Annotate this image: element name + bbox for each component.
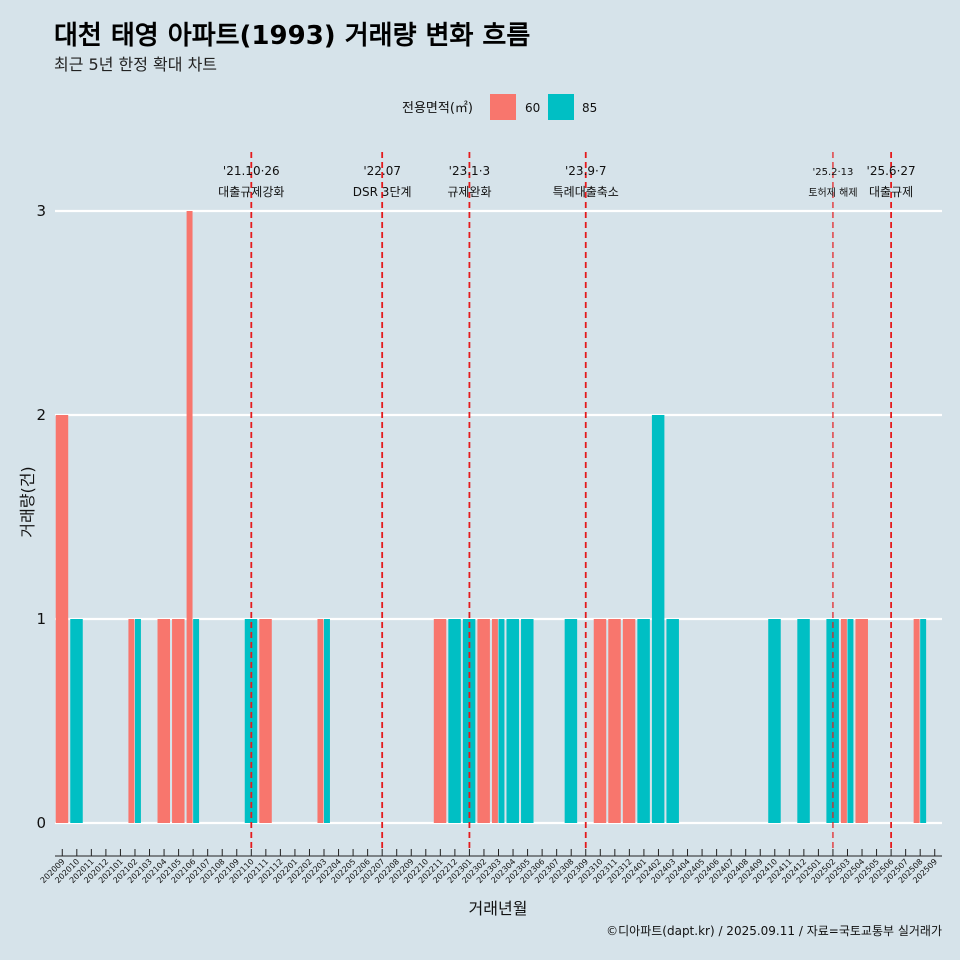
event-label: 규제완화 — [447, 185, 491, 199]
bar-85-202301 — [462, 619, 476, 823]
bar-85-202403 — [666, 619, 679, 823]
y-tick-label: 2 — [36, 406, 46, 424]
bar-60-202106 — [186, 211, 193, 823]
bar-85-202106 — [193, 619, 200, 823]
bar-60-202111 — [259, 619, 272, 823]
bar-85-202308 — [564, 619, 578, 823]
bar-85-202110 — [244, 619, 258, 823]
bar-60-202211 — [433, 619, 447, 823]
legend: 전용면적(㎡) 60 85 — [402, 94, 597, 120]
y-tick-label: 1 — [36, 610, 46, 628]
bar-85-202102 — [134, 619, 141, 823]
bar-85-202304 — [506, 619, 519, 823]
bar-60-202508 — [913, 619, 920, 823]
legend-label-60: 60 — [525, 101, 540, 115]
event-date: '25.2·13 — [812, 167, 853, 178]
bar-85-202502 — [826, 619, 839, 823]
chart-subtitle: 최근 5년 한정 확대 차트 — [54, 55, 217, 74]
bar-85-202412 — [797, 619, 810, 823]
event-label: 대출규제 — [869, 185, 913, 199]
bar-60-202312 — [622, 619, 636, 823]
bar-60-202311 — [608, 619, 621, 823]
y-axis: 0 1 2 3 — [36, 202, 46, 832]
bar-60-202203 — [317, 619, 324, 823]
event-markers: '21.10·26 대출규제강화 '22.07 DSR 3단계 '23.1·3 규제완화 '… — [218, 152, 916, 850]
event-label: DSR 3단계 — [353, 185, 412, 199]
bar-85-202305 — [521, 619, 534, 823]
bar-60-202504 — [855, 619, 868, 823]
event-label: 대출규제강화 — [218, 185, 284, 199]
bar-85-202410 — [768, 619, 781, 823]
event-date: '23.1·3 — [449, 164, 490, 178]
bar-85-202402 — [651, 415, 665, 823]
chart-title: 대천 태영 아파트(1993) 거래량 변화 흐름 — [54, 21, 530, 51]
legend-swatch-85 — [548, 94, 574, 120]
y-tick-label: 3 — [36, 202, 46, 220]
bars — [55, 211, 927, 823]
x-axis: 2020092020102020112020122021012021022021… — [39, 849, 942, 885]
bar-85-202212 — [448, 619, 461, 823]
bar-60-202104 — [157, 619, 171, 823]
legend-swatch-60 — [490, 94, 516, 120]
bar-60-202503 — [840, 619, 847, 823]
event-label: 특례대출축소 — [553, 185, 619, 199]
legend-label-85: 85 — [582, 101, 597, 115]
y-axis-title: 거래량(건) — [18, 466, 37, 537]
event-date: '22.07 — [363, 164, 401, 178]
event-date: '25.6·27 — [867, 164, 916, 178]
caption: ©디아파트(dapt.kr) / 2025.09.11 / 자료=국토교통부 실… — [606, 924, 942, 938]
bar-60-202310 — [593, 619, 607, 823]
bar-85-202203 — [324, 619, 330, 823]
bar-60-202102 — [128, 619, 135, 823]
bar-85-202401 — [637, 619, 650, 823]
bar-85-202508 — [920, 619, 927, 823]
event-date: '21.10·26 — [223, 164, 280, 178]
legend-title: 전용면적(㎡) — [402, 101, 473, 116]
y-tick-label: 0 — [36, 814, 46, 832]
event-label: 토허제 해제 — [808, 186, 857, 199]
bar-60-202009 — [55, 415, 69, 823]
x-axis-title: 거래년월 — [469, 899, 528, 918]
event-date: '23.9·7 — [565, 164, 606, 178]
bar-60-202105 — [172, 619, 185, 823]
bar-85-202010 — [70, 619, 83, 823]
bar-85-202303 — [498, 619, 505, 823]
bar-60-202303 — [491, 619, 498, 823]
bar-60-202302 — [477, 619, 490, 823]
bar-85-202503 — [847, 619, 854, 823]
